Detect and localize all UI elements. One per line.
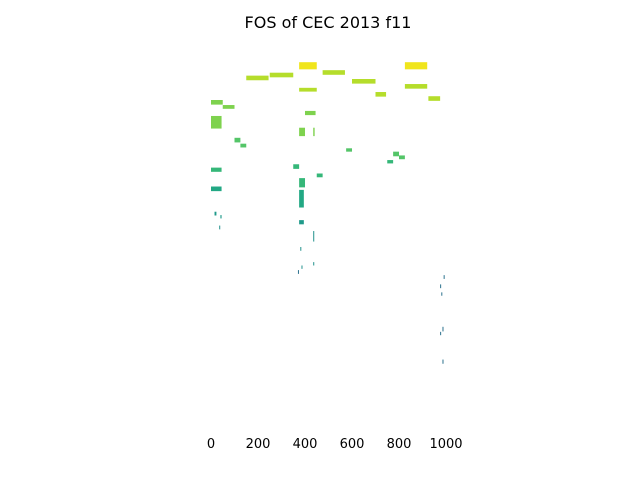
heatmap-cell-40 [442, 326, 444, 332]
heatmap-cell-26 [211, 186, 222, 192]
heatmap-cell-19 [393, 151, 400, 157]
heatmap-cell-21 [387, 160, 394, 164]
heatmap-cell-37 [443, 275, 445, 279]
heatmap-cell-38 [440, 284, 442, 289]
heatmap-cell-8 [375, 92, 387, 97]
heatmap-cell-29 [220, 215, 222, 219]
chart-title: FOS of CEC 2013 f11 [245, 13, 412, 32]
heatmap-cell-39 [441, 292, 443, 296]
x-axis: 0 200 400 600 800 1000 [207, 437, 463, 452]
heatmap-cell-0 [299, 62, 317, 70]
heatmap-cell-18 [346, 148, 353, 152]
heatmap-cell-5 [352, 79, 376, 84]
heatmap-cell-3 [246, 75, 269, 81]
heatmap-cell-36 [297, 270, 299, 274]
heatmap-cell-25 [299, 178, 306, 188]
plot-area [211, 62, 445, 364]
heatmap-cell-9 [428, 96, 441, 101]
heatmap-cell-10 [211, 100, 223, 105]
heatmap-cell-28 [214, 211, 217, 216]
heatmap-cell-27 [299, 189, 304, 208]
heatmap-cell-30 [299, 220, 304, 225]
heatmap-cell-7 [299, 87, 317, 92]
x-tick-label: 800 [387, 437, 412, 452]
heatmap-cell-12 [305, 110, 316, 116]
heatmap-cell-1 [404, 62, 428, 70]
heatmap-cell-23 [211, 167, 222, 172]
heatmap-cell-24 [316, 173, 323, 178]
heatmap-cell-16 [234, 137, 241, 143]
heatmap-cell-17 [240, 143, 247, 148]
heatmap-cell-14 [299, 127, 306, 137]
heatmap-cell-22 [293, 164, 300, 169]
heatmap-cell-33 [300, 247, 302, 251]
heatmap-cell-41 [440, 331, 442, 336]
heatmap-cell-11 [222, 105, 235, 109]
heatmap-cell-2 [322, 70, 345, 75]
heatmap-cell-20 [399, 155, 405, 160]
x-tick-label: 0 [207, 437, 215, 452]
heatmap-cell-15 [313, 127, 315, 137]
heatmap-cell-4 [269, 72, 294, 78]
heatmap-cell-31 [219, 225, 221, 230]
heatmap-cell-42 [442, 359, 444, 364]
heatmap-cell-35 [301, 265, 303, 269]
heatmap-cell-32 [313, 231, 315, 242]
x-tick-label: 400 [293, 437, 318, 452]
x-tick-label: 1000 [429, 437, 462, 452]
x-tick-label: 600 [340, 437, 365, 452]
x-tick-label: 200 [246, 437, 271, 452]
heatmap-cell-13 [211, 115, 222, 129]
heatmap-cell-6 [404, 84, 428, 89]
heatmap-cell-34 [313, 262, 315, 266]
